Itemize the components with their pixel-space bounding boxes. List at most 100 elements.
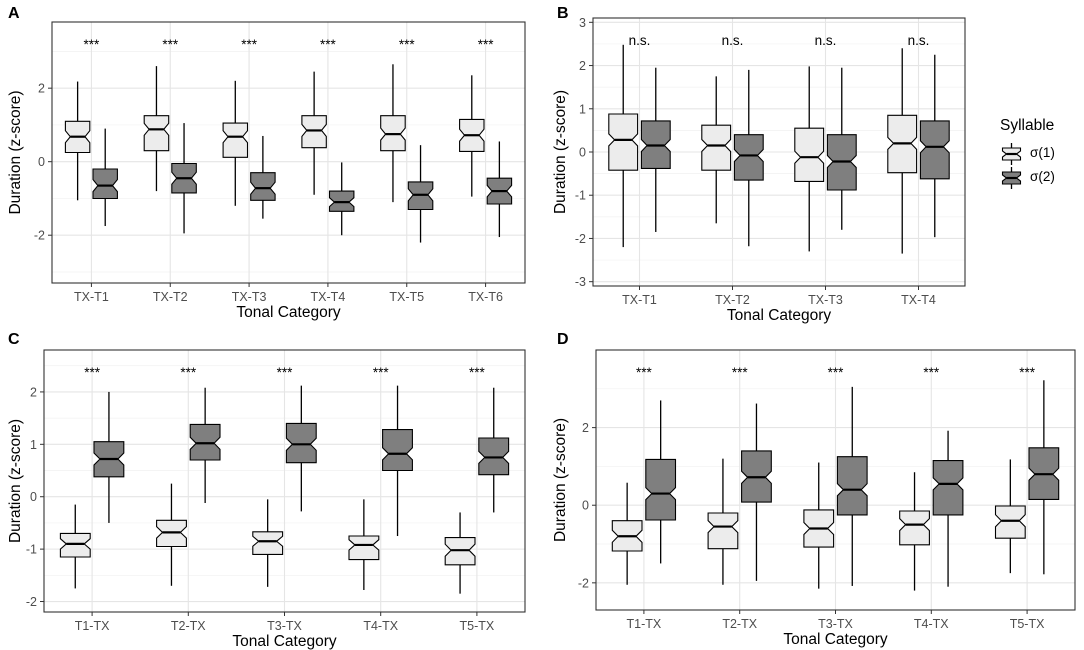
panel-A: *** *** *** *** *** *** -2 0 2 TX-T1 TX-T2 TX-T3 TX-… — [7, 5, 526, 321]
box-body — [92, 168, 118, 200]
y-tick-label: 0 — [582, 499, 589, 513]
panel-border — [51, 21, 526, 284]
significance-label: *** — [828, 365, 845, 380]
x-tick-label: TX-T4 — [901, 293, 936, 307]
x-tick-label: TX-T3 — [808, 293, 843, 307]
x-tick-label: T1-TX — [75, 619, 110, 633]
box-body — [932, 460, 964, 516]
box-body — [733, 134, 764, 181]
panel-D: *** *** *** *** *** -2 0 2 T1-TX T2-TX T3-TX T4-TX T… — [552, 331, 1076, 648]
y-tick-label: -2 — [575, 232, 586, 246]
significance-label: *** — [180, 365, 197, 380]
significance-label: *** — [84, 37, 101, 52]
box-A-TX-T6-sigma2 — [486, 141, 513, 238]
y-tick-label: 2 — [579, 59, 586, 73]
legend: Syllable σ(1) σ(2) — [1000, 117, 1055, 189]
box-body — [645, 458, 677, 521]
box-B-TX-T1-sigma2 — [640, 67, 671, 232]
y-tick-label: -2 — [34, 229, 45, 243]
x-tick-label: T5-TX — [1010, 617, 1045, 631]
box-B-TX-T4-sigma1 — [887, 48, 918, 254]
box-B-TX-T3-sigma1 — [794, 66, 825, 252]
significance-label: *** — [162, 37, 179, 52]
box-body — [59, 532, 91, 558]
box-B-TX-T4-sigma2 — [919, 54, 950, 238]
box-D-T4-TX-sigma2 — [932, 430, 964, 587]
x-tick-label: T5-TX — [460, 619, 495, 633]
box-body — [222, 122, 249, 158]
y-tick-label: 0 — [30, 490, 37, 504]
y-axis-title: Duration (z-score) — [552, 418, 569, 542]
x-tick-label: T4-TX — [914, 617, 949, 631]
x-axis-title: Tonal Category — [232, 633, 337, 650]
box-D-T2-TX-sigma2 — [741, 403, 772, 581]
box-body — [382, 429, 413, 472]
box-D-T1-TX-sigma1 — [611, 482, 643, 585]
significance-label: *** — [478, 37, 495, 52]
box-body — [285, 422, 317, 464]
box-B-TX-T2-sigma2 — [733, 69, 764, 247]
box-D-T2-TX-sigma1 — [707, 458, 739, 585]
box-C-T3-TX-sigma1 — [252, 499, 284, 587]
panel-background — [52, 22, 525, 283]
legend-label-sigma1: σ(1) — [1030, 145, 1055, 160]
significance-label: *** — [277, 365, 294, 380]
significance-label: *** — [732, 365, 749, 380]
box-A-TX-T6-sigma1 — [459, 75, 485, 197]
significance-label: n.s. — [722, 33, 744, 48]
x-tick-label: T2-TX — [722, 617, 757, 631]
box-D-T1-TX-sigma2 — [645, 400, 677, 564]
y-axis-title: Duration (z-score) — [7, 419, 24, 543]
box-D-T4-TX-sigma1 — [899, 472, 930, 591]
box-body — [301, 115, 327, 149]
y-axis-title: Duration (z-score) — [7, 90, 24, 214]
y-tick-label: 1 — [30, 438, 37, 452]
panel-C: *** *** *** *** *** -2 -1 0 1 2 T1-TX T2-TX T3-TX T4-… — [7, 331, 526, 650]
x-tick-label: TX-T2 — [153, 290, 188, 304]
x-tick-label: TX-T3 — [232, 290, 267, 304]
box-body — [919, 120, 950, 180]
box-A-TX-T4-sigma2 — [328, 162, 355, 236]
box-B-TX-T3-sigma2 — [826, 67, 857, 230]
box-body — [348, 535, 380, 561]
significance-label: *** — [320, 37, 337, 52]
significance-label: *** — [1019, 365, 1036, 380]
y-tick-label: -1 — [575, 189, 586, 203]
y-tick-label: 0 — [579, 146, 586, 160]
y-axis-title: Duration (z-score) — [552, 90, 569, 214]
y-tick-label: 3 — [579, 16, 586, 30]
box-D-T5-TX-sigma2 — [1028, 380, 1060, 575]
x-tick-label: TX-T6 — [468, 290, 503, 304]
significance-label: n.s. — [908, 33, 930, 48]
panel-letter: D — [557, 331, 569, 348]
x-tick-label: T4-TX — [363, 619, 398, 633]
legend-label-sigma2: σ(2) — [1030, 169, 1055, 184]
significance-label: n.s. — [629, 33, 651, 48]
box-C-T1-TX-sigma2 — [93, 391, 125, 523]
box-C-T2-TX-sigma2 — [189, 387, 221, 504]
panel-letter: A — [8, 5, 20, 22]
y-tick-label: -2 — [578, 576, 589, 590]
x-axis-title: Tonal Category — [236, 304, 341, 321]
panel-letter: C — [8, 331, 20, 348]
significance-label: *** — [84, 365, 101, 380]
box-A-TX-T1-sigma2 — [92, 128, 118, 227]
box-A-TX-T5-sigma1 — [380, 64, 406, 203]
box-C-T4-TX-sigma1 — [348, 499, 380, 590]
box-body — [608, 113, 639, 171]
x-tick-label: T3-TX — [267, 619, 302, 633]
x-axis-title: Tonal Category — [727, 307, 832, 324]
box-body — [836, 456, 868, 516]
significance-label: *** — [241, 37, 258, 52]
box-body — [899, 510, 930, 546]
y-tick-label: 2 — [582, 421, 589, 435]
panel-B: n.s. n.s. n.s. n.s. -3 -2 -1 0 1 2 3 TX-T1 TX-T2 TX-T… — [552, 5, 966, 324]
box-body — [252, 531, 284, 555]
box-A-TX-T2-sigma2 — [171, 123, 197, 234]
x-tick-label: TX-T4 — [311, 290, 346, 304]
box-C-T1-TX-sigma1 — [59, 504, 91, 589]
significance-label: *** — [923, 365, 940, 380]
box-C-T5-TX-sigma2 — [478, 387, 510, 513]
y-tick-label: -3 — [575, 275, 586, 289]
legend-glyph-sigma1 — [1001, 143, 1022, 165]
